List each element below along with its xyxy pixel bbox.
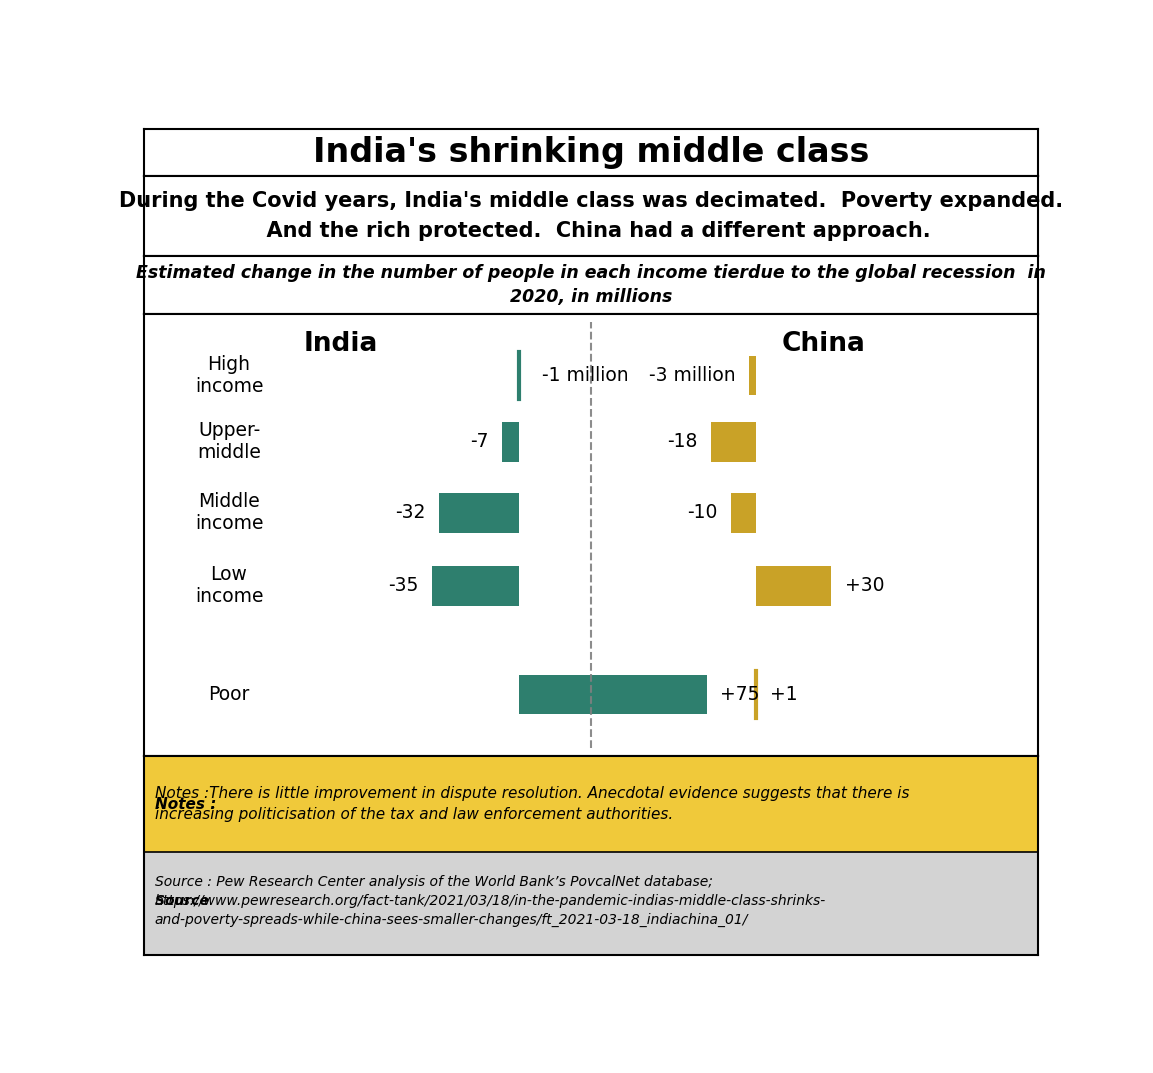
Bar [144,756,1038,852]
Text: India's shrinking middle class: India's shrinking middle class [312,136,869,168]
Text: +1: +1 [770,685,797,704]
Text: Notes :: Notes : [155,796,217,811]
Bar [144,852,1038,955]
Bar [502,422,519,461]
Text: Poor: Poor [209,685,250,704]
Text: Upper-
middle: Upper- middle [197,422,261,462]
Text: Notes :There is little improvement in dispute resolution. Anecdotal evidence sug: Notes :There is little improvement in di… [155,787,910,822]
Text: +75: +75 [721,685,760,704]
Bar [439,493,519,533]
Bar [519,675,707,715]
Bar [711,422,756,461]
Text: -3 million: -3 million [649,366,736,385]
Bar [756,565,831,606]
Text: During the Covid years, India's middle class was decimated.  Poverty expanded.
 : During the Covid years, India's middle c… [119,191,1063,241]
Text: China: China [782,332,865,357]
Text: -10: -10 [687,503,718,523]
Text: +30: +30 [845,576,884,596]
Text: -18: -18 [668,432,698,452]
Bar [748,355,756,396]
Text: Middle
income: Middle income [195,493,263,533]
Text: -35: -35 [389,576,419,596]
Bar [432,565,519,606]
Text: Source: Source [155,895,213,909]
Text: Low
income: Low income [195,565,263,606]
Text: -32: -32 [395,503,425,523]
Bar [731,493,756,533]
Text: -1 million: -1 million [542,366,628,385]
Text: India: India [303,332,378,357]
Text: High
income: High income [195,355,263,396]
Text: -7: -7 [470,432,489,452]
Text: Source : Pew Research Center analysis of the World Bank’s PovcalNet database;
ht: Source : Pew Research Center analysis of… [155,876,826,927]
Text: Estimated change in the number of people in each income tierdue to the global re: Estimated change in the number of people… [136,264,1046,306]
